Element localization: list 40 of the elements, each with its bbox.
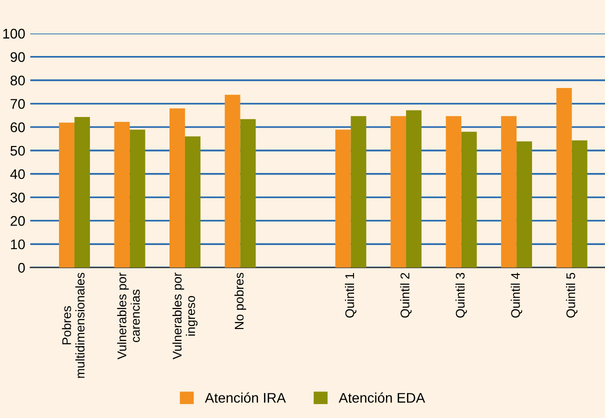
legend-label: Atención IRA [204,392,286,403]
y-tick-label: 30 [10,192,25,202]
bar [114,122,130,268]
legend-label: Atención EDA [338,392,426,403]
y-tick-label: 10 [11,239,25,250]
bar [406,110,422,268]
x-tick-label: Pobres multidimensionales [62,272,85,378]
bar [390,116,406,268]
bar [350,116,366,268]
bar [461,132,477,268]
y-tick-label: 80 [10,76,25,86]
bar [184,136,200,268]
y-tick-label: 20 [10,216,25,226]
y-tick-label: 0 [18,262,25,273]
bar [240,119,256,268]
x-tick-label: Quintil 3 [455,272,467,318]
x-tick-label: Quintil 1 [344,272,356,318]
y-tick-label: 70 [10,99,25,109]
bar [58,122,74,268]
x-tick-label: Vulnerables por carencias [117,272,140,360]
bar [130,130,146,268]
bar [224,94,240,268]
y-tick-label: 40 [10,169,25,180]
x-tick-label: No pobres [234,272,246,330]
y-tick-label: 90 [10,52,25,62]
bar [516,141,532,268]
x-tick-label: Quintil 2 [400,273,412,318]
y-tick-label: 60 [10,122,25,132]
y-tick-label: 100 [3,28,25,39]
bar [556,88,572,268]
bar [501,116,517,268]
bar [74,117,90,268]
bar [572,140,588,268]
x-tick-label: Vulnerables por ingreso [172,272,198,360]
y-tick-label: 50 [10,146,25,156]
bar [335,130,351,268]
x-tick-label: Quintil 5 [566,272,578,318]
bar [446,116,462,268]
bar [170,108,185,268]
x-tick-label: Quintil 4 [510,272,522,318]
